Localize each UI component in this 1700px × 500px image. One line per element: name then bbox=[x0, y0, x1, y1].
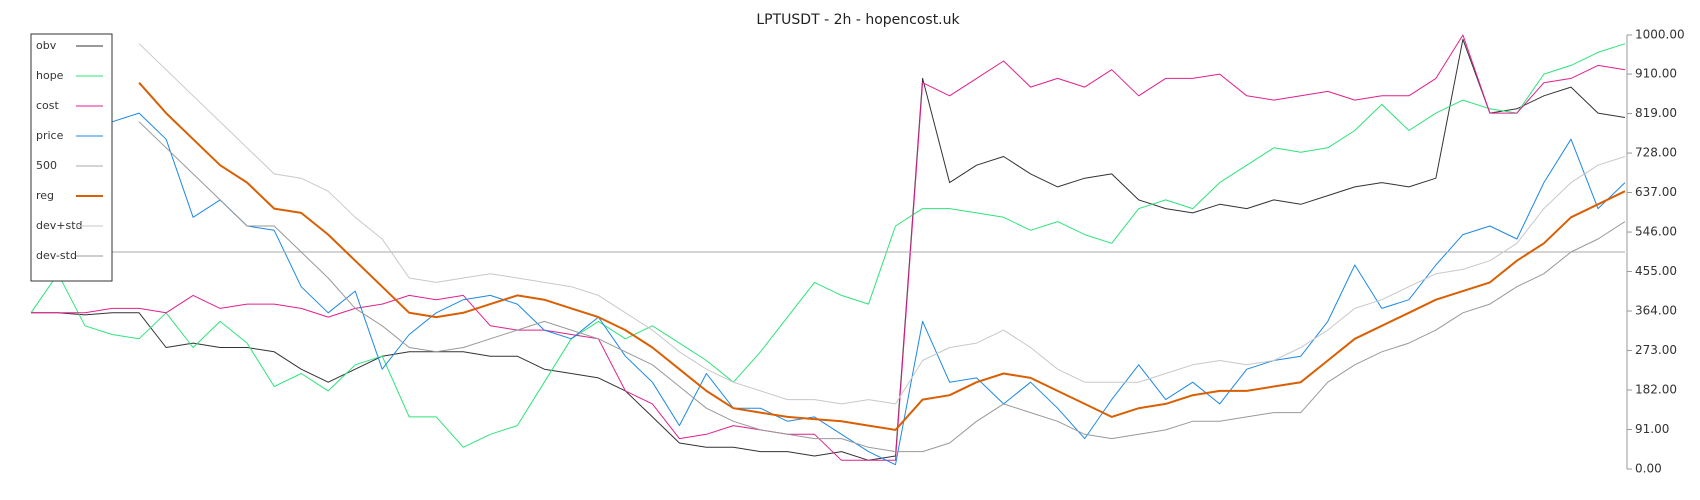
y-tick-label: 455.00 bbox=[1635, 264, 1677, 278]
legend-label: dev+std bbox=[36, 219, 83, 232]
chart-title: LPTUSDT - 2h - hopencost.uk bbox=[756, 12, 960, 28]
series-line bbox=[138, 121, 1626, 453]
legend-label: price bbox=[36, 129, 64, 142]
y-tick-label: 0.00 bbox=[1635, 462, 1662, 476]
y-tick-label: 910.00 bbox=[1635, 67, 1677, 81]
y-tick-label: 637.00 bbox=[1635, 185, 1677, 199]
legend: obv hope cost price 500 reg dev+std dev-std bbox=[30, 33, 113, 282]
y-tick-label: 819.00 bbox=[1635, 106, 1677, 120]
legend-label: cost bbox=[36, 99, 60, 112]
series-line bbox=[31, 34, 1626, 461]
legend-label: hope bbox=[36, 69, 64, 82]
legend-label: 500 bbox=[36, 159, 57, 172]
legend-box bbox=[30, 33, 113, 282]
y-tick-label: 728.00 bbox=[1635, 146, 1677, 160]
series-line bbox=[30, 43, 1626, 448]
legend-label: obv bbox=[36, 39, 57, 52]
series-line bbox=[30, 112, 1626, 466]
series-line bbox=[138, 43, 1626, 405]
y-tick-label: 91.00 bbox=[1635, 422, 1669, 436]
y-tick-label: 182.00 bbox=[1635, 383, 1677, 397]
series-line bbox=[31, 38, 1626, 461]
series-line bbox=[138, 82, 1626, 431]
y-tick-label: 1000.00 bbox=[1635, 28, 1685, 42]
y-tick-label: 364.00 bbox=[1635, 304, 1677, 318]
legend-label: reg bbox=[36, 189, 54, 202]
y-tick-label: 273.00 bbox=[1635, 343, 1677, 357]
y-tick-label: 546.00 bbox=[1635, 225, 1677, 239]
legend-label: dev-std bbox=[36, 249, 77, 262]
